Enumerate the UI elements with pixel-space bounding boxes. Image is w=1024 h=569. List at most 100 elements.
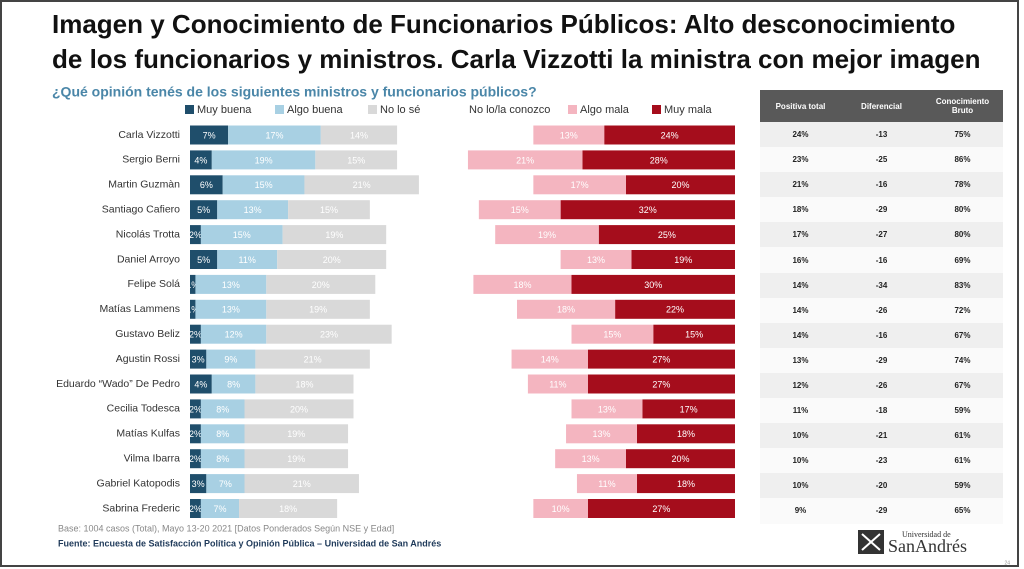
bar-label: 19% bbox=[538, 230, 556, 240]
bar bbox=[527, 374, 588, 394]
table-cell: -29 bbox=[841, 197, 922, 223]
bar bbox=[566, 424, 637, 444]
category-label: Gabriel Katopodis bbox=[97, 477, 180, 489]
table-cell: 23% bbox=[760, 147, 841, 173]
table-cell: -20 bbox=[841, 473, 922, 499]
table-cell: 61% bbox=[922, 448, 1003, 474]
bar-label: 24% bbox=[661, 130, 679, 140]
bar bbox=[255, 374, 354, 394]
subtitle: ¿Qué opinión tenés de los siguientes min… bbox=[52, 84, 537, 100]
table-cell: -29 bbox=[841, 498, 922, 524]
table-cell: 69% bbox=[922, 247, 1003, 273]
bar bbox=[359, 474, 577, 493]
bar bbox=[190, 399, 201, 419]
bar-label: 13% bbox=[222, 305, 240, 315]
bar bbox=[467, 150, 583, 170]
bar bbox=[190, 125, 229, 145]
table-cell: 16% bbox=[760, 247, 841, 273]
table-cell: -18 bbox=[841, 398, 922, 424]
bar-label: 15% bbox=[320, 205, 338, 215]
bar bbox=[419, 175, 533, 194]
legend-swatch bbox=[652, 105, 661, 114]
bar bbox=[244, 474, 359, 494]
bar bbox=[211, 150, 316, 170]
bar bbox=[348, 424, 566, 443]
bar bbox=[587, 349, 735, 369]
bar bbox=[478, 200, 561, 220]
bar-label: 18% bbox=[513, 280, 531, 290]
table-cell: 10% bbox=[760, 423, 841, 449]
category-label: Sabrina Frederic bbox=[102, 502, 180, 514]
bar-label: 2% bbox=[189, 404, 202, 414]
table-cell: -26 bbox=[841, 372, 922, 399]
table-row: 11% -18 59% bbox=[760, 398, 1003, 424]
category-label: Sergio Berni bbox=[122, 154, 180, 166]
logo-text: SanAndrés bbox=[888, 536, 967, 556]
bar bbox=[511, 349, 588, 369]
bar bbox=[386, 225, 495, 244]
bar bbox=[587, 499, 735, 518]
table-cell: 83% bbox=[922, 272, 1003, 298]
bar bbox=[354, 375, 528, 394]
bar-label: 4% bbox=[194, 155, 207, 165]
bar-label: 19% bbox=[309, 305, 327, 315]
bar bbox=[244, 424, 349, 444]
bar bbox=[288, 200, 370, 220]
bar bbox=[200, 399, 245, 419]
bar bbox=[211, 374, 256, 394]
table-row: 9% -29 65% bbox=[760, 498, 1003, 524]
table-cell: 59% bbox=[922, 473, 1003, 499]
bar bbox=[615, 299, 735, 319]
table-cell: 78% bbox=[922, 172, 1003, 198]
column-header: Positiva total bbox=[760, 90, 841, 122]
bar-label: 21% bbox=[304, 354, 322, 364]
bar-label: 7% bbox=[219, 479, 232, 489]
bar bbox=[626, 175, 735, 195]
bar-label: 12% bbox=[225, 330, 243, 340]
table-row: 14% -34 83% bbox=[760, 272, 1003, 298]
category-label: Daniel Arroyo bbox=[117, 253, 180, 265]
bar bbox=[200, 324, 267, 344]
bar bbox=[190, 324, 201, 344]
bar bbox=[190, 274, 196, 294]
category-label: Matías Kulfas bbox=[116, 428, 180, 440]
category-label: Vilma Ibarra bbox=[124, 452, 181, 464]
bar-label: 5% bbox=[197, 255, 210, 265]
table-cell: 74% bbox=[922, 347, 1003, 373]
bar bbox=[560, 200, 735, 220]
bar bbox=[397, 126, 533, 145]
bar-label: 14% bbox=[350, 130, 368, 140]
bar bbox=[190, 449, 201, 469]
bar bbox=[195, 274, 267, 294]
table-cell: 86% bbox=[922, 147, 1003, 173]
bar-label: 18% bbox=[295, 379, 313, 389]
legend-label: No lo/la conozco bbox=[469, 104, 550, 116]
bar-label: 14% bbox=[541, 354, 559, 364]
bar bbox=[244, 399, 354, 419]
bar bbox=[653, 324, 735, 344]
bar bbox=[626, 449, 735, 469]
bar-label: 19% bbox=[255, 155, 273, 165]
bar-label: 7% bbox=[203, 130, 216, 140]
column-header: Diferencial bbox=[841, 90, 922, 122]
bar bbox=[266, 274, 376, 294]
table-cell: 61% bbox=[922, 423, 1003, 449]
bar bbox=[386, 250, 560, 269]
bar bbox=[222, 175, 305, 195]
table-cell: -21 bbox=[841, 423, 922, 449]
bar-label: 21% bbox=[516, 155, 534, 165]
table-cell: 12% bbox=[760, 372, 841, 399]
bar-label: 15% bbox=[233, 230, 251, 240]
bar bbox=[190, 374, 212, 394]
bar-label: 15% bbox=[511, 205, 529, 215]
bar bbox=[244, 449, 349, 469]
bar-label: 8% bbox=[227, 379, 240, 389]
table-cell: 14% bbox=[760, 322, 841, 348]
summary-table: Positiva total Diferencial Conocimiento Br… bbox=[760, 90, 1003, 524]
bar bbox=[571, 399, 643, 419]
logo: Universidad de SanAndrés bbox=[858, 530, 967, 556]
legend-label: Algo buena bbox=[287, 104, 344, 116]
title-line: Imagen y Conocimiento de Funcionarios Pú… bbox=[52, 9, 955, 39]
bar bbox=[337, 499, 533, 518]
bar-label: 6% bbox=[200, 180, 213, 190]
